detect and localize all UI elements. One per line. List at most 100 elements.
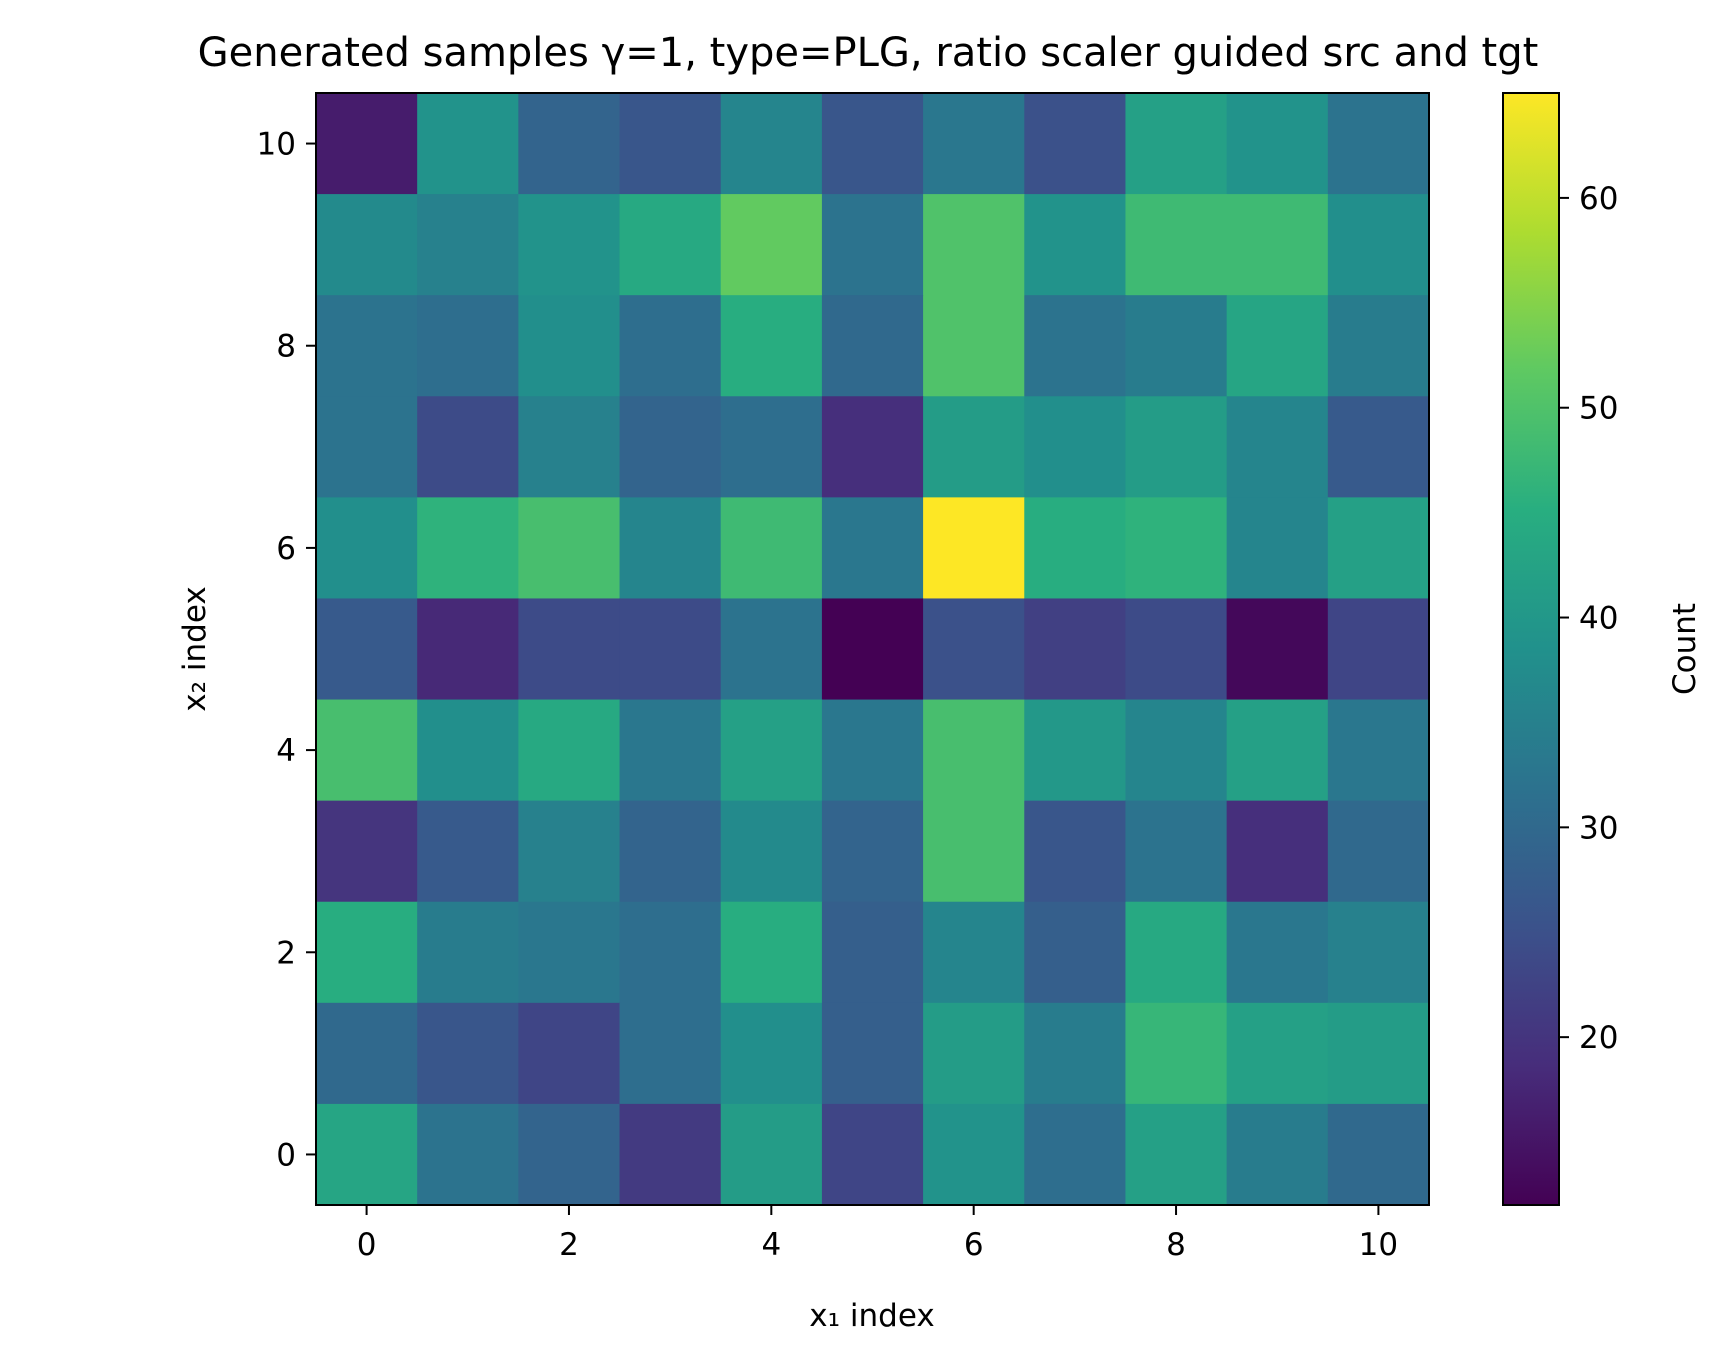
x-tick-label: 8 [1166, 1227, 1186, 1263]
heatmap-cell [619, 901, 722, 1004]
heatmap-cell [518, 901, 621, 1004]
heatmap-cell [417, 901, 519, 1004]
x-axis-ticks: 0 2 4 6 8 10 [357, 1205, 1398, 1263]
heatmap-cell [1327, 295, 1430, 397]
heatmap-cell [1024, 396, 1127, 498]
x-tick-label: 6 [964, 1227, 984, 1263]
heatmap-cell [316, 901, 418, 1004]
heatmap-cell [720, 901, 823, 1004]
heatmap-cell [1024, 93, 1127, 195]
heatmap-cell [1327, 598, 1430, 701]
heatmap-cell [1226, 699, 1329, 802]
colorbar-label: Count [1667, 603, 1703, 695]
heatmap-cell [923, 93, 1025, 195]
heatmap-cell [1125, 1002, 1228, 1105]
colorbar-tick-label: 60 [1579, 181, 1618, 217]
heatmap-cell [1327, 699, 1430, 802]
y-tick-label: 10 [257, 127, 296, 163]
heatmap-cell [619, 1002, 722, 1105]
heatmap-cell [417, 800, 519, 903]
heatmap-cell [316, 194, 418, 296]
heatmap-cell [1024, 1103, 1127, 1206]
heatmap-cell [1327, 901, 1430, 1004]
colorbar-tick-label: 50 [1579, 391, 1618, 427]
y-tick-label: 8 [276, 329, 296, 365]
heatmap-cell [1125, 901, 1228, 1004]
heatmap-cell [923, 396, 1025, 498]
x-tick-label: 2 [559, 1227, 579, 1263]
heatmap-cell [720, 800, 823, 903]
heatmap-cell [417, 396, 519, 498]
heatmap-cell [1024, 598, 1127, 701]
heatmap-cell [1024, 699, 1127, 802]
x-axis-label: x₁ index [809, 1298, 934, 1334]
y-tick-label: 6 [276, 531, 296, 567]
heatmap-cell [619, 295, 722, 397]
colorbar [1502, 92, 1560, 1206]
heatmap-cell [923, 194, 1025, 296]
heatmap-cell [1327, 1002, 1430, 1105]
heatmap-cell [619, 1103, 722, 1206]
colorbar-tick-label: 20 [1579, 1020, 1618, 1056]
y-tick-label: 0 [276, 1137, 296, 1173]
heatmap-cell [1226, 901, 1329, 1004]
heatmap-cell [923, 598, 1025, 701]
y-axis-ticks: 0 2 4 6 8 10 [257, 127, 316, 1173]
heatmap-cell [316, 1002, 418, 1105]
heatmap-cell [821, 295, 924, 397]
heatmap-cell [1226, 295, 1329, 397]
heatmap-cell [417, 497, 519, 600]
heatmap-cell [1125, 699, 1228, 802]
heatmap-cell [518, 1002, 621, 1105]
heatmap-cell [1327, 93, 1430, 195]
heatmap-cell [1125, 93, 1228, 195]
plot-frame [315, 92, 1430, 1206]
heatmap-cell [316, 497, 418, 600]
chart-title: Generated samples γ=1, type=PLG, ratio s… [198, 30, 1539, 76]
heatmap-cell [821, 800, 924, 903]
heatmap-cell [1024, 800, 1127, 903]
heatmap-cell [518, 295, 621, 397]
heatmap-cell [619, 396, 722, 498]
heatmap-cell [923, 1103, 1025, 1206]
heatmap-cell [316, 295, 418, 397]
heatmap-cell [417, 1002, 519, 1105]
heatmap-cell [1125, 295, 1228, 397]
heatmap-cell [518, 497, 621, 600]
heatmap-cell [923, 295, 1025, 397]
heatmap-cell [316, 800, 418, 903]
heatmap-cell [720, 295, 823, 397]
colorbar-ticks: 20 30 40 50 60 [1559, 181, 1618, 1056]
heatmap-cell [417, 194, 519, 296]
heatmap-cell [821, 598, 924, 701]
heatmap-cell [821, 396, 924, 498]
heatmap-cell [518, 93, 621, 195]
heatmap-cell [1125, 194, 1228, 296]
colorbar-tick-label: 40 [1579, 601, 1618, 637]
heatmap-cell [1125, 800, 1228, 903]
heatmap-cell [518, 800, 621, 903]
y-tick-label: 4 [276, 733, 296, 769]
heatmap-cell [720, 497, 823, 600]
heatmap-cell [417, 598, 519, 701]
heatmap-cell [316, 598, 418, 701]
heatmap-cell [720, 598, 823, 701]
heatmap-cell [1327, 194, 1430, 296]
heatmap-cell [619, 93, 722, 195]
x-tick-label: 0 [357, 1227, 377, 1263]
heatmap-cell [316, 396, 418, 498]
heatmap-cell [316, 699, 418, 802]
heatmap-cell [518, 699, 621, 802]
heatmap-cell [1327, 396, 1430, 498]
colorbar-tick-label: 30 [1579, 810, 1618, 846]
heatmap-cell [316, 93, 418, 195]
heatmap-cell [1125, 396, 1228, 498]
heatmap-cell [1226, 598, 1329, 701]
heatmap-cell [720, 1103, 823, 1206]
heatmap-cell [923, 497, 1025, 600]
heatmap-cell [518, 396, 621, 498]
heatmap-cell [720, 93, 823, 195]
heatmap-cell [720, 194, 823, 296]
heatmap-cell [518, 1103, 621, 1206]
